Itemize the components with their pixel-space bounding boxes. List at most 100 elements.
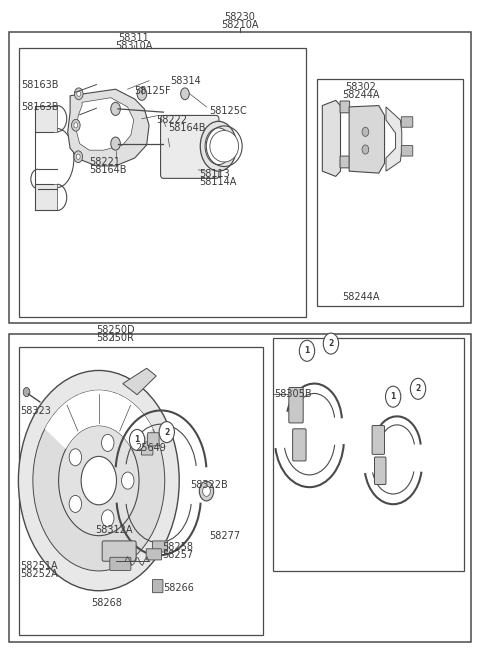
Circle shape (385, 386, 401, 407)
Text: 1: 1 (304, 346, 310, 355)
Circle shape (74, 88, 83, 100)
FancyBboxPatch shape (142, 442, 153, 455)
Circle shape (200, 122, 237, 171)
Text: 2: 2 (415, 384, 420, 394)
Circle shape (69, 449, 82, 466)
Text: 58125C: 58125C (209, 106, 247, 116)
Circle shape (111, 102, 120, 116)
Text: 58230: 58230 (225, 12, 255, 22)
FancyBboxPatch shape (372, 426, 384, 455)
Bar (9, 334, 471, 642)
Circle shape (180, 88, 189, 100)
Text: 58314: 58314 (170, 76, 201, 85)
Circle shape (23, 388, 30, 397)
FancyBboxPatch shape (401, 146, 413, 156)
Bar (317, 79, 463, 306)
Text: 58250R: 58250R (96, 332, 134, 343)
Text: 58164B: 58164B (89, 165, 127, 175)
Circle shape (102, 434, 114, 451)
Text: 58268: 58268 (92, 598, 122, 608)
Text: 58305B: 58305B (275, 389, 312, 399)
Text: 58322B: 58322B (190, 480, 228, 489)
Text: 58266: 58266 (163, 583, 194, 593)
Text: 58244A: 58244A (342, 90, 379, 100)
Text: 2: 2 (164, 428, 169, 437)
FancyBboxPatch shape (289, 388, 303, 423)
Bar (19, 48, 306, 317)
Bar (9, 32, 471, 323)
Circle shape (300, 340, 315, 361)
Circle shape (159, 422, 174, 443)
Bar (19, 347, 263, 635)
Text: 58210A: 58210A (221, 20, 259, 30)
FancyBboxPatch shape (148, 433, 159, 446)
Text: 2: 2 (328, 339, 334, 348)
Circle shape (362, 127, 369, 137)
Polygon shape (349, 106, 384, 173)
Circle shape (137, 87, 147, 101)
FancyBboxPatch shape (401, 117, 413, 127)
Circle shape (121, 472, 134, 489)
Text: 25649: 25649 (136, 443, 167, 453)
Text: 58312A: 58312A (96, 525, 133, 535)
Wedge shape (45, 390, 153, 449)
Text: 58244A: 58244A (342, 292, 379, 302)
Text: 58113: 58113 (199, 169, 230, 179)
Text: 58252A: 58252A (20, 569, 58, 579)
Circle shape (130, 430, 145, 451)
Polygon shape (35, 184, 57, 210)
Text: 58164B: 58164B (168, 123, 206, 133)
Circle shape (74, 123, 78, 128)
Polygon shape (386, 107, 402, 171)
Text: 58258: 58258 (162, 543, 193, 553)
Circle shape (76, 154, 80, 160)
FancyBboxPatch shape (374, 457, 386, 484)
Circle shape (72, 120, 80, 131)
Circle shape (81, 457, 117, 505)
Circle shape (203, 486, 210, 496)
Polygon shape (68, 89, 149, 166)
Circle shape (410, 378, 426, 399)
Circle shape (362, 145, 369, 154)
Circle shape (33, 390, 165, 571)
Circle shape (205, 128, 232, 165)
Polygon shape (323, 101, 340, 176)
FancyBboxPatch shape (102, 541, 136, 561)
Polygon shape (35, 106, 57, 132)
Circle shape (199, 482, 214, 501)
Bar (273, 338, 464, 571)
Text: 58302: 58302 (345, 82, 376, 92)
Text: 58277: 58277 (209, 532, 240, 541)
Circle shape (111, 137, 120, 150)
Text: 58125F: 58125F (134, 86, 170, 96)
Text: 58163B: 58163B (21, 79, 58, 89)
Text: 58257: 58257 (162, 551, 193, 560)
Text: 58310A: 58310A (115, 41, 153, 51)
Text: 1: 1 (391, 392, 396, 401)
Text: 1: 1 (134, 436, 140, 444)
Circle shape (102, 510, 114, 527)
FancyBboxPatch shape (153, 579, 163, 593)
Circle shape (59, 426, 139, 535)
Text: 58251A: 58251A (20, 561, 58, 571)
Text: 58311: 58311 (119, 33, 149, 43)
Circle shape (323, 333, 338, 354)
Circle shape (18, 371, 179, 591)
Circle shape (69, 495, 82, 512)
Circle shape (74, 151, 83, 163)
FancyBboxPatch shape (153, 541, 168, 552)
FancyBboxPatch shape (293, 429, 306, 461)
Polygon shape (76, 98, 134, 150)
Text: 58250D: 58250D (96, 325, 135, 335)
Text: 58114A: 58114A (199, 177, 237, 187)
FancyBboxPatch shape (160, 116, 219, 178)
FancyBboxPatch shape (146, 549, 161, 560)
Text: 58222: 58222 (156, 115, 187, 125)
Text: 58323: 58323 (20, 406, 51, 416)
FancyBboxPatch shape (340, 156, 349, 168)
Text: 58221: 58221 (89, 157, 120, 167)
Text: 58163B: 58163B (21, 102, 58, 112)
Ellipse shape (210, 131, 239, 162)
FancyBboxPatch shape (110, 557, 131, 570)
Polygon shape (123, 369, 156, 395)
